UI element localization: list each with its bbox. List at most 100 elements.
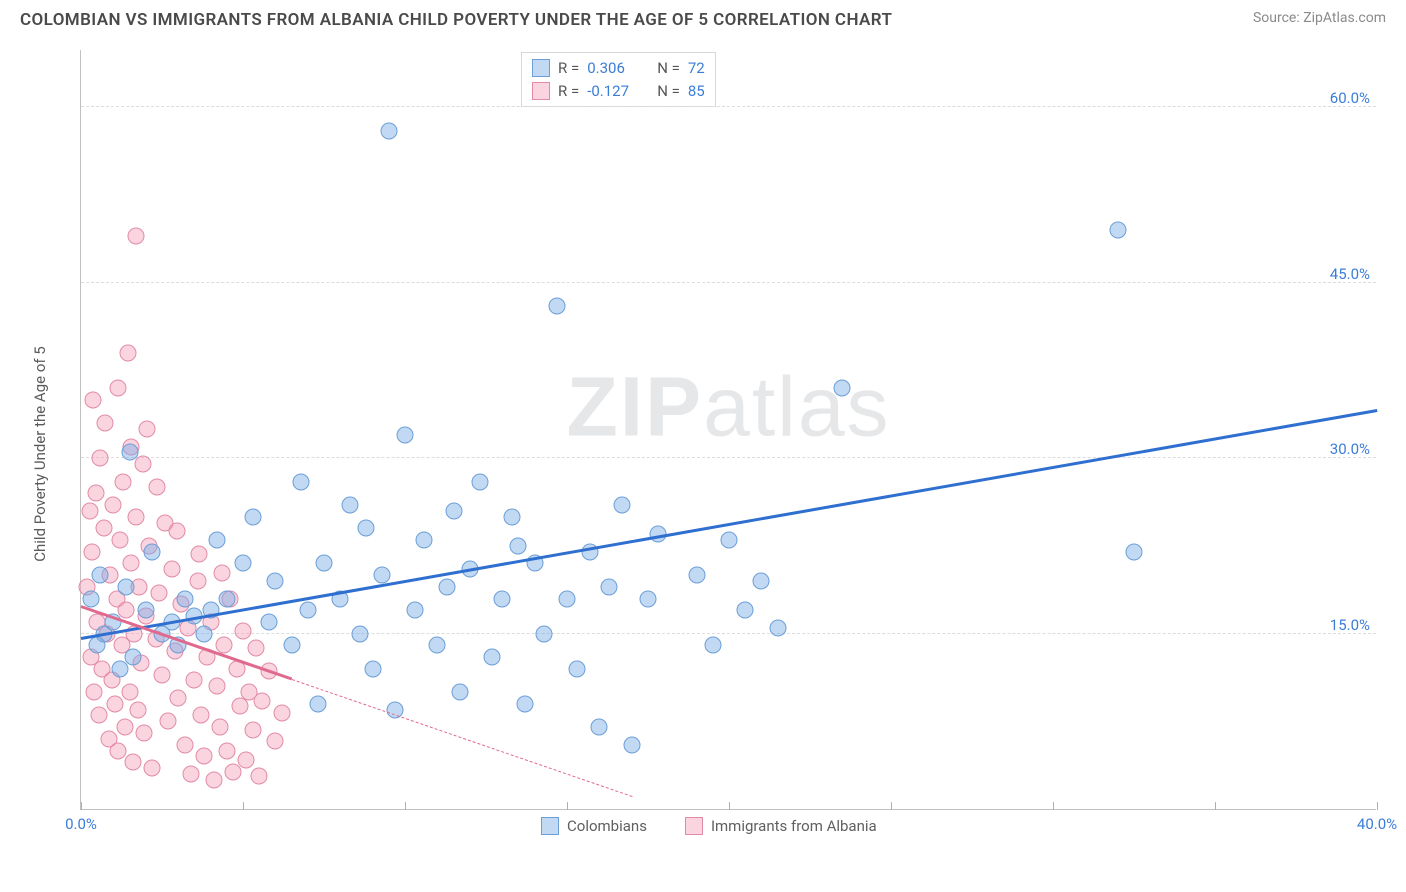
x-tick-label: 40.0% [1357,815,1397,833]
data-point [445,502,462,519]
data-point [273,705,290,722]
data-point [107,695,124,712]
data-point [85,391,102,408]
data-point [267,733,284,750]
data-point [183,765,200,782]
legend-item-series-0: Colombians [541,817,647,835]
chart-title: COLOMBIAN VS IMMIGRANTS FROM ALBANIA CHI… [20,10,892,30]
data-point [769,619,786,636]
data-point [154,666,171,683]
data-point [115,473,132,490]
data-point [559,590,576,607]
data-point [121,684,138,701]
data-point [218,742,235,759]
data-point [196,748,213,765]
swatch-series-1 [532,82,550,100]
data-point [704,637,721,654]
source-attribution: Source: ZipAtlas.com [1253,10,1386,26]
data-point [111,532,128,549]
data-point [209,532,226,549]
data-point [244,721,261,738]
data-point [97,415,114,432]
data-point [110,380,127,397]
swatch-series-0 [532,59,550,77]
swatch-series-1 [685,817,703,835]
y-tick-label: 30.0% [1330,440,1370,458]
swatch-series-0 [541,817,559,835]
data-point [163,561,180,578]
data-point [834,380,851,397]
legend-label-series-1: Immigrants from Albania [711,817,877,835]
gridline [81,282,1376,283]
data-point [374,567,391,584]
data-point [299,602,316,619]
x-tick-label: 0.0% [65,815,97,833]
data-point [168,522,185,539]
x-tick [81,802,82,810]
data-point [380,122,397,139]
n-label: N = [657,80,680,103]
x-tick [243,802,244,810]
data-point [209,678,226,695]
chart-area: Child Poverty Under the Age of 5 ZIPatla… [50,50,1376,840]
data-point [123,555,140,572]
data-point [549,298,566,315]
data-point [351,625,368,642]
data-point [189,573,206,590]
x-tick [729,802,730,810]
data-point [150,584,167,601]
data-point [452,684,469,701]
data-point [212,719,229,736]
data-point [192,707,209,724]
gridline [81,633,1376,634]
watermark-suffix: atlas [703,359,890,453]
data-point [110,742,127,759]
data-point [176,736,193,753]
n-value-series-0: 72 [688,57,705,80]
y-tick-label: 45.0% [1330,265,1370,283]
data-point [85,684,102,701]
data-point [118,578,135,595]
data-point [416,532,433,549]
data-point [536,625,553,642]
data-point [260,613,277,630]
data-point [494,590,511,607]
data-point [283,637,300,654]
data-point [737,602,754,619]
data-point [601,578,618,595]
data-point [254,693,271,710]
y-tick-label: 15.0% [1330,616,1370,634]
data-point [186,672,203,689]
data-point [218,590,235,607]
data-point [251,768,268,785]
data-point [116,719,133,736]
data-point [1126,543,1143,560]
data-point [484,649,501,666]
data-point [640,590,657,607]
data-point [429,637,446,654]
y-tick-label: 60.0% [1330,89,1370,107]
legend-item-series-1: Immigrants from Albania [685,817,877,835]
data-point [231,698,248,715]
data-point [688,567,705,584]
data-point [205,771,222,788]
data-point [358,520,375,537]
data-point [149,479,166,496]
data-point [90,707,107,724]
scatter-plot: ZIPatlas R = 0.306 N = 72 R = -0.127 N =… [80,50,1376,810]
data-point [397,426,414,443]
data-point [267,573,284,590]
data-point [1109,222,1126,239]
series-legend: Colombians Immigrants from Albania [541,817,905,835]
data-point [170,689,187,706]
gridline [81,457,1376,458]
data-point [139,421,156,438]
data-point [129,701,146,718]
n-value-series-1: 85 [688,80,705,103]
data-point [247,639,264,656]
data-point [721,532,738,549]
data-point [238,751,255,768]
data-point [623,736,640,753]
y-axis-label: Child Poverty Under the Age of 5 [31,346,49,562]
data-point [591,719,608,736]
